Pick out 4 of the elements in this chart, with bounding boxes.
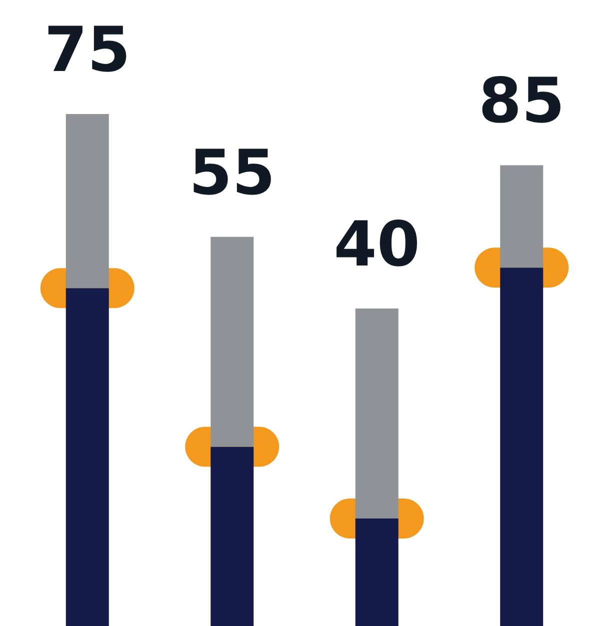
annotation: 40	[334, 208, 420, 281]
annotation: 85	[478, 64, 565, 138]
text: 75	[44, 13, 131, 86]
annotation: 55	[188, 136, 276, 209]
